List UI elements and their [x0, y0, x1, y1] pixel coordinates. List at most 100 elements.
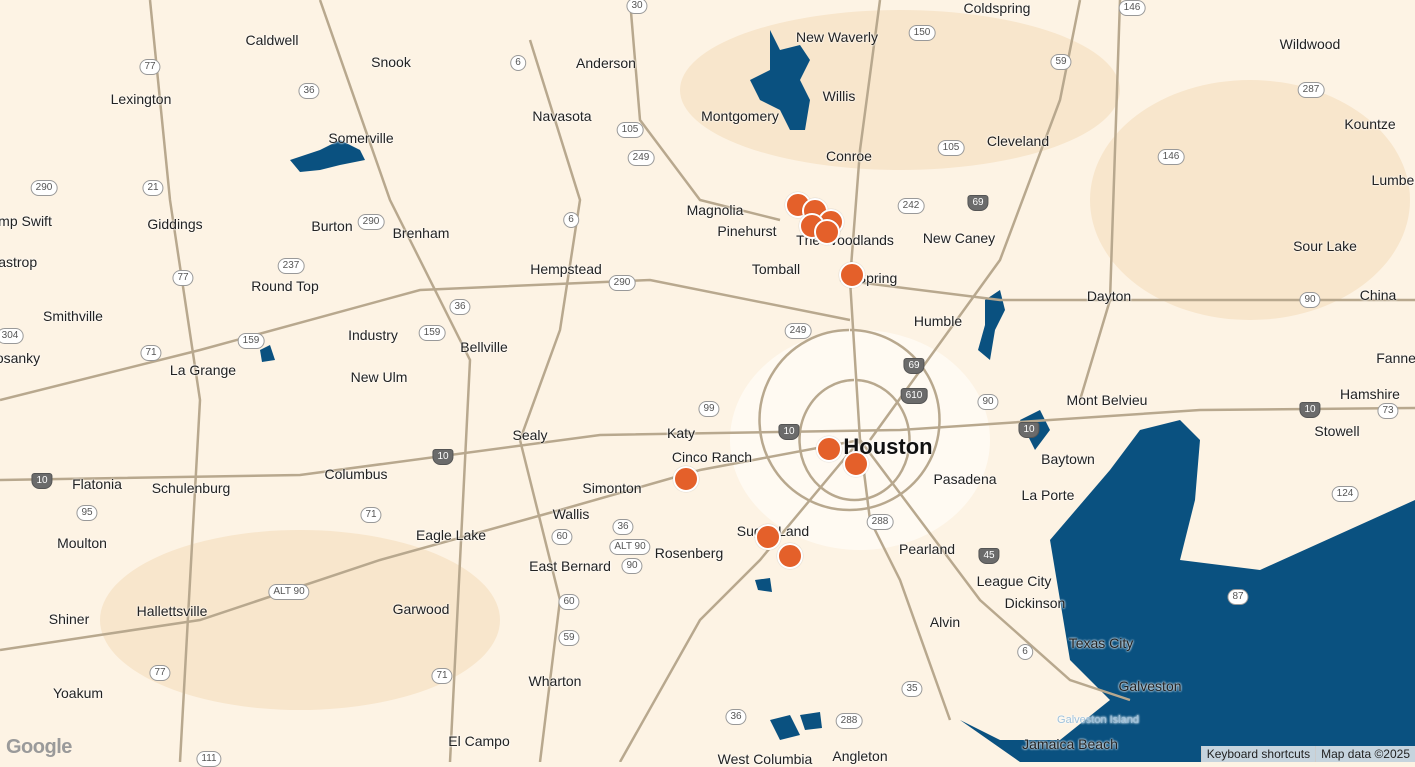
place-label: La Grange: [169, 362, 237, 378]
highway-shield: 73: [1377, 403, 1399, 419]
place-label: El Campo: [448, 733, 510, 749]
highway-shield: 290: [357, 214, 385, 230]
place-label: Pearland: [898, 541, 956, 557]
location-marker[interactable]: [673, 466, 699, 492]
location-marker[interactable]: [777, 543, 803, 569]
highway-shield: 105: [616, 122, 644, 138]
highway-shield: 45: [978, 548, 1000, 564]
place-label: Pasadena: [933, 471, 997, 487]
highway-shield: 60: [558, 594, 580, 610]
highway-shield: 36: [298, 83, 320, 99]
place-label: League City: [976, 573, 1052, 589]
highway-shield: 99: [698, 401, 720, 417]
place-label: Katy: [666, 425, 696, 441]
highway-shield: 288: [866, 514, 894, 530]
highway-shield: 69: [967, 195, 989, 211]
highway-shield: 35: [901, 681, 923, 697]
place-label: Angleton: [832, 748, 888, 764]
highway-shield: 6: [510, 55, 526, 71]
highway-shield: 10: [1299, 402, 1321, 418]
place-label: Cleveland: [986, 133, 1050, 149]
place-label: Galveston: [1118, 678, 1182, 694]
place-label: Sour Lake: [1293, 238, 1357, 254]
highway-shield: 36: [449, 299, 471, 315]
place-label: Moulton: [57, 535, 107, 551]
place-label: Schulenburg: [151, 480, 231, 496]
highway-shield: 59: [1050, 54, 1072, 70]
place-label: Yoakum: [52, 685, 104, 701]
place-label: Sealy: [512, 427, 548, 443]
place-label: Pinehurst: [717, 223, 777, 239]
location-marker[interactable]: [839, 262, 865, 288]
place-label: East Bernard: [529, 558, 611, 574]
place-label: Coldspring: [963, 0, 1031, 16]
highway-shield: 71: [140, 345, 162, 361]
place-label: Somerville: [328, 130, 394, 146]
place-label: New Caney: [922, 230, 996, 246]
place-label: osanky: [0, 350, 41, 366]
place-label: Hamshire: [1340, 386, 1400, 402]
place-label: Cinco Ranch: [671, 449, 753, 465]
place-label: Humble: [913, 313, 963, 329]
highway-shield: 6: [563, 212, 579, 228]
highway-shield: 90: [1299, 292, 1321, 308]
place-label: Wharton: [528, 673, 582, 689]
location-marker[interactable]: [816, 436, 842, 462]
highway-shield: 10: [31, 473, 53, 489]
place-label: Eagle Lake: [415, 527, 487, 543]
place-label: Brenham: [392, 225, 450, 241]
highway-shield: 111: [196, 751, 222, 767]
highway-shield: 290: [608, 275, 636, 291]
place-label: Spring: [856, 270, 898, 286]
place-label: Flatonia: [72, 476, 122, 492]
place-label: Caldwell: [245, 32, 299, 48]
place-label: West Columbia: [717, 751, 813, 767]
location-marker[interactable]: [755, 524, 781, 550]
place-label: Columbus: [324, 466, 388, 482]
place-label: Smithville: [43, 308, 103, 324]
highway-shield: 290: [30, 180, 58, 196]
google-logo: Google: [6, 736, 72, 758]
highway-shield: ALT 90: [268, 584, 310, 600]
place-label: Galveston Island: [1057, 714, 1139, 726]
highway-shield: 95: [76, 505, 98, 521]
location-marker[interactable]: [843, 451, 869, 477]
place-label: mp Swift: [0, 213, 52, 229]
keyboard-shortcuts-button[interactable]: Keyboard shortcuts: [1200, 746, 1316, 762]
highway-shield: 36: [725, 709, 747, 725]
highway-shield: ALT 90: [609, 539, 651, 555]
highway-shield: 90: [977, 394, 999, 410]
highway-shield: 59: [558, 630, 580, 646]
place-label: Kountze: [1344, 116, 1396, 132]
place-label: Dickinson: [1004, 595, 1066, 611]
place-label: Lexington: [110, 91, 172, 107]
highway-shield: 150: [908, 25, 936, 41]
place-label: Fannett: [1376, 350, 1415, 366]
place-label: Rosenberg: [654, 545, 724, 561]
highway-shield: 242: [897, 198, 925, 214]
map-data-attribution[interactable]: Map data ©2025: [1315, 746, 1415, 762]
place-label: Mont Belvieu: [1066, 392, 1148, 408]
place-label: Alvin: [929, 614, 961, 630]
place-label: Jamaica Beach: [1022, 736, 1118, 752]
place-label: Simonton: [582, 480, 642, 496]
highway-shield: 21: [142, 180, 164, 196]
highway-shield: 6: [1017, 644, 1033, 660]
location-marker[interactable]: [814, 219, 840, 245]
highway-shield: 249: [784, 323, 812, 339]
highway-shield: 77: [139, 59, 161, 75]
place-label: Willis: [822, 88, 856, 104]
highway-shield: 77: [149, 665, 171, 681]
place-label: Baytown: [1041, 451, 1095, 467]
place-label: Giddings: [147, 216, 203, 232]
highway-shield: 237: [277, 258, 305, 274]
place-label: Shiner: [48, 611, 90, 627]
highway-shield: 77: [172, 270, 194, 286]
highway-shield: 10: [1018, 422, 1040, 438]
highway-shield: 10: [778, 424, 800, 440]
highway-shield: 30: [626, 0, 648, 14]
place-label: Lumberton: [1371, 172, 1415, 188]
highway-shield: 90: [621, 558, 643, 574]
